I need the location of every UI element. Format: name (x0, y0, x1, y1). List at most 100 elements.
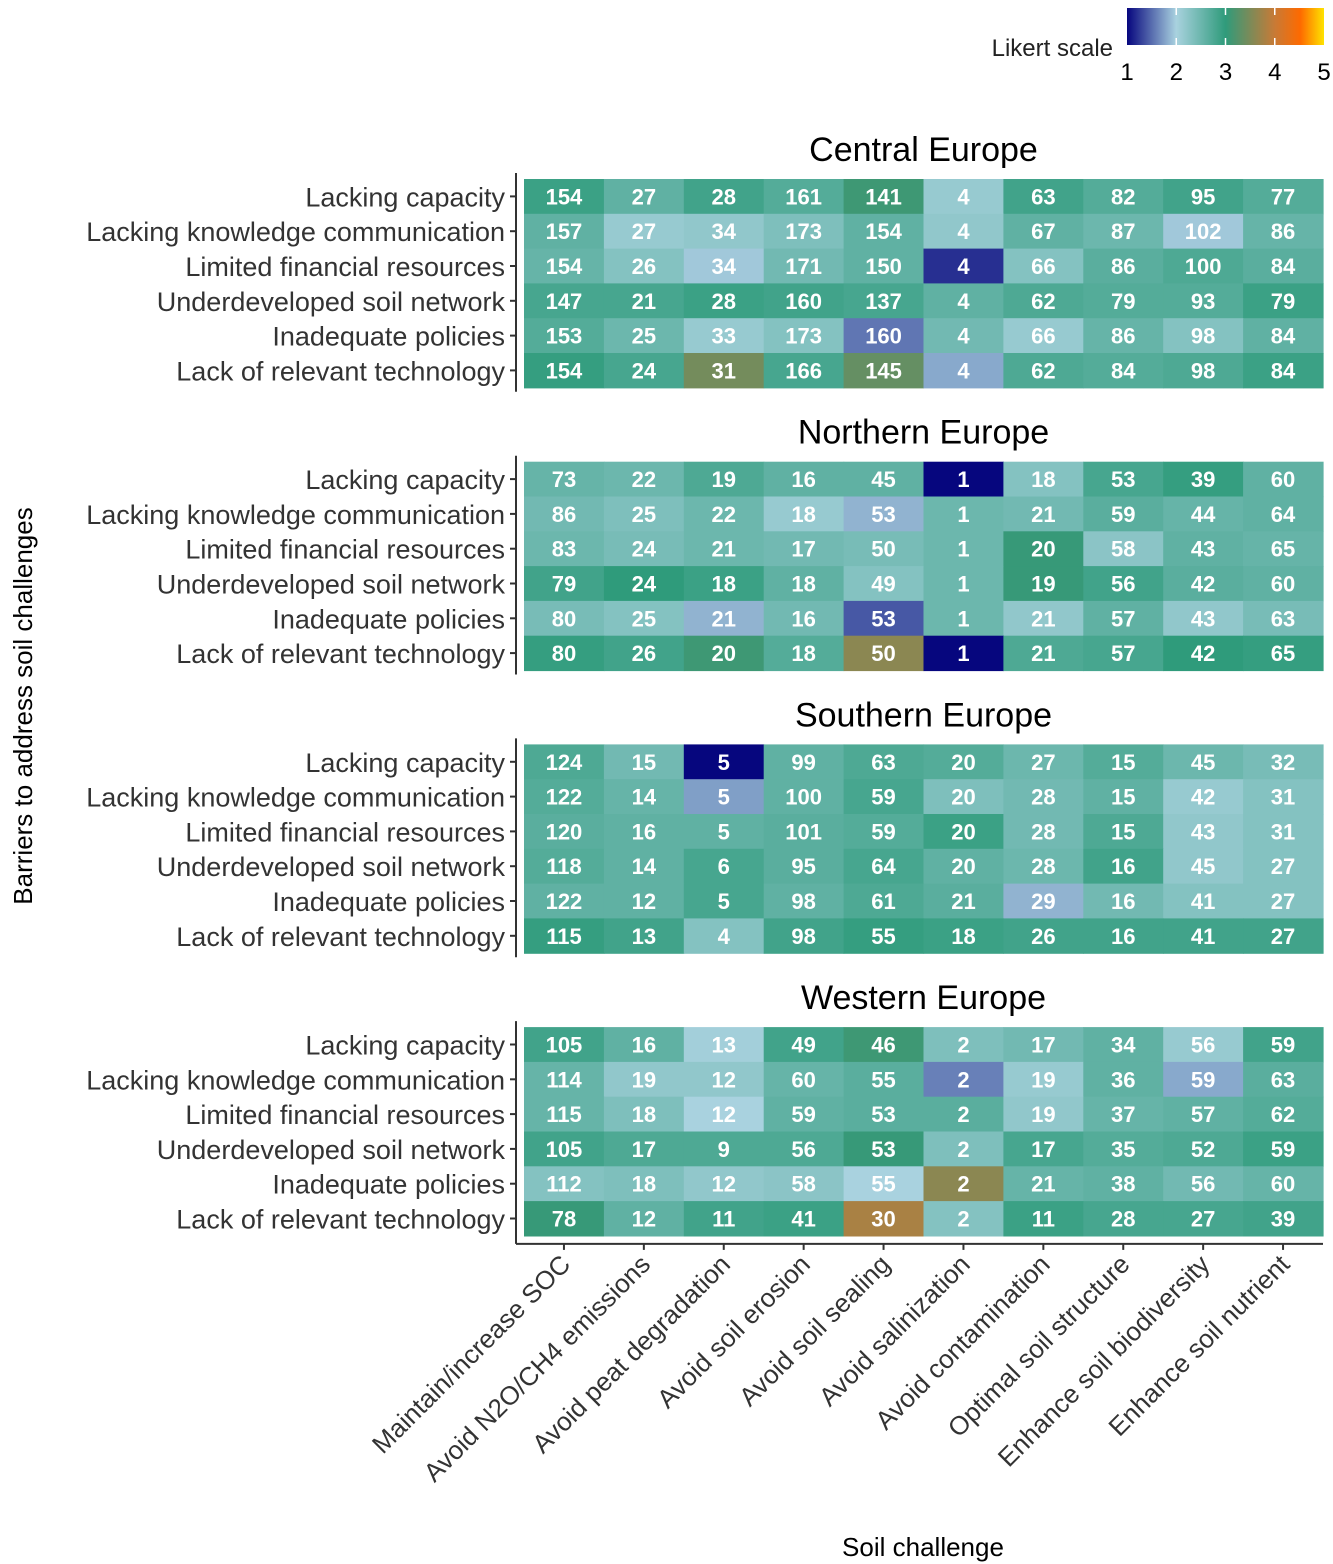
tile-count-label: 12 (632, 1207, 656, 1232)
heatmap-tile (683, 744, 765, 780)
heatmap-tile (843, 566, 925, 602)
heatmap-tile (1163, 213, 1244, 250)
tile-count-label: 27 (632, 219, 656, 244)
tile-count-label: 53 (871, 1137, 895, 1162)
heatmap-tile (1003, 1131, 1084, 1167)
tile-count-label: 17 (632, 1137, 656, 1162)
heatmap-tile (1163, 600, 1244, 637)
heatmap-tile (843, 1096, 925, 1133)
tile-count-label: 63 (1031, 184, 1055, 209)
tile-count-label: 31 (1271, 819, 1295, 844)
tile-count-label: 98 (791, 924, 815, 949)
tile-count-label: 5 (718, 785, 730, 810)
tile-count-label: 18 (791, 641, 815, 666)
heatmap-tile (1243, 179, 1324, 215)
tile-count-label: 112 (546, 1172, 582, 1197)
tile-count-label: 4 (718, 924, 731, 949)
tile-count-label: 21 (712, 537, 736, 562)
tile-count-label: 2 (957, 1102, 969, 1127)
heatmap-tile (1083, 531, 1164, 567)
tile-count-label: 4 (957, 184, 970, 209)
tile-count-label: 20 (951, 819, 975, 844)
heatmap-tile (524, 248, 605, 284)
heatmap-tile (843, 1166, 925, 1202)
tile-count-label: 9 (718, 1137, 730, 1162)
tile-count-label: 58 (1111, 537, 1135, 562)
tile-count-label: 115 (546, 1102, 582, 1127)
tile-count-label: 27 (1271, 854, 1295, 879)
heatmap-tile (923, 1201, 1004, 1237)
heatmap-tile (603, 918, 685, 954)
row-label: Underdeveloped soil network (157, 1135, 506, 1165)
tile-count-label: 4 (957, 219, 970, 244)
heatmap-tile (843, 461, 925, 498)
panel-title: Southern Europe (795, 696, 1052, 734)
heatmap-tile (603, 461, 685, 498)
heatmap-tile (683, 600, 765, 637)
heatmap-tile (1003, 566, 1084, 602)
heatmap-tile (603, 1166, 685, 1202)
tile-count-label: 19 (1031, 1067, 1055, 1092)
tile-count-label: 64 (1271, 502, 1296, 527)
heatmap-tile (923, 1166, 1004, 1202)
heatmap-tile (603, 744, 685, 780)
tile-count-label: 11 (712, 1207, 735, 1232)
tile-count-label: 52 (1191, 1137, 1215, 1162)
heatmap-tile (1003, 248, 1084, 284)
tile-count-label: 18 (791, 502, 815, 527)
tile-count-label: 46 (871, 1033, 895, 1058)
panel: Northern Europe 73 22 19 16 45 1 18 53 39 60 86 25 22… (86, 414, 1324, 675)
tile-count-label: 16 (791, 606, 815, 631)
heatmap-tile (843, 213, 925, 250)
heatmap-tile (763, 814, 845, 850)
heatmap-tile (923, 600, 1004, 637)
tile-count-label: 84 (1111, 358, 1136, 383)
tile-count-label: 65 (1271, 537, 1295, 562)
tile-count-label: 18 (632, 1102, 656, 1127)
legend-tick-label: 5 (1317, 59, 1330, 86)
heatmap-tile (683, 814, 765, 850)
tile-count-label: 56 (791, 1137, 815, 1162)
tile-count-label: 57 (1111, 606, 1135, 631)
heatmap-tile (1163, 461, 1244, 498)
heatmap-tile (524, 848, 605, 885)
heatmap-tile (524, 883, 605, 919)
heatmap-tile (1083, 848, 1164, 885)
tile-count-label: 21 (1031, 641, 1055, 666)
tile-count-label: 53 (871, 502, 895, 527)
heatmap-tile (683, 461, 765, 498)
tile-count-label: 173 (785, 219, 822, 244)
tile-count-label: 59 (871, 785, 895, 810)
heatmap-tile (1243, 566, 1324, 602)
tile-count-label: 171 (785, 254, 822, 279)
tile-count-label: 34 (712, 254, 737, 279)
tile-count-label: 4 (957, 289, 970, 314)
tile-count-label: 86 (1111, 254, 1135, 279)
heatmap-tile (603, 353, 685, 389)
tile-count-label: 154 (546, 184, 583, 209)
tile-count-label: 45 (1191, 750, 1215, 775)
heatmap-tile (524, 566, 605, 602)
heatmap-tile (1083, 248, 1164, 284)
row-label: Lack of relevant technology (176, 639, 505, 669)
heatmap-tile (1083, 318, 1164, 354)
heatmap-tile (923, 248, 1004, 284)
heatmap-tile (683, 531, 765, 567)
heatmap-tile (603, 496, 685, 532)
heatmap-tile (1003, 883, 1084, 919)
heatmap-tile (1003, 531, 1084, 567)
heatmap-tile (1003, 283, 1084, 319)
heatmap-tile (1243, 1061, 1324, 1098)
heatmap-tile (603, 1061, 685, 1098)
tile-count-label: 16 (632, 819, 656, 844)
tile-count-label: 79 (552, 572, 576, 597)
heatmap-tile (923, 918, 1004, 954)
tile-count-label: 150 (865, 254, 902, 279)
heatmap-tile (683, 248, 765, 284)
heatmap-tile (923, 848, 1004, 885)
tile-count-label: 41 (1191, 889, 1215, 914)
heatmap-tile (1083, 283, 1164, 319)
heatmap-tile (843, 1061, 925, 1098)
heatmap-tile (683, 1027, 765, 1063)
